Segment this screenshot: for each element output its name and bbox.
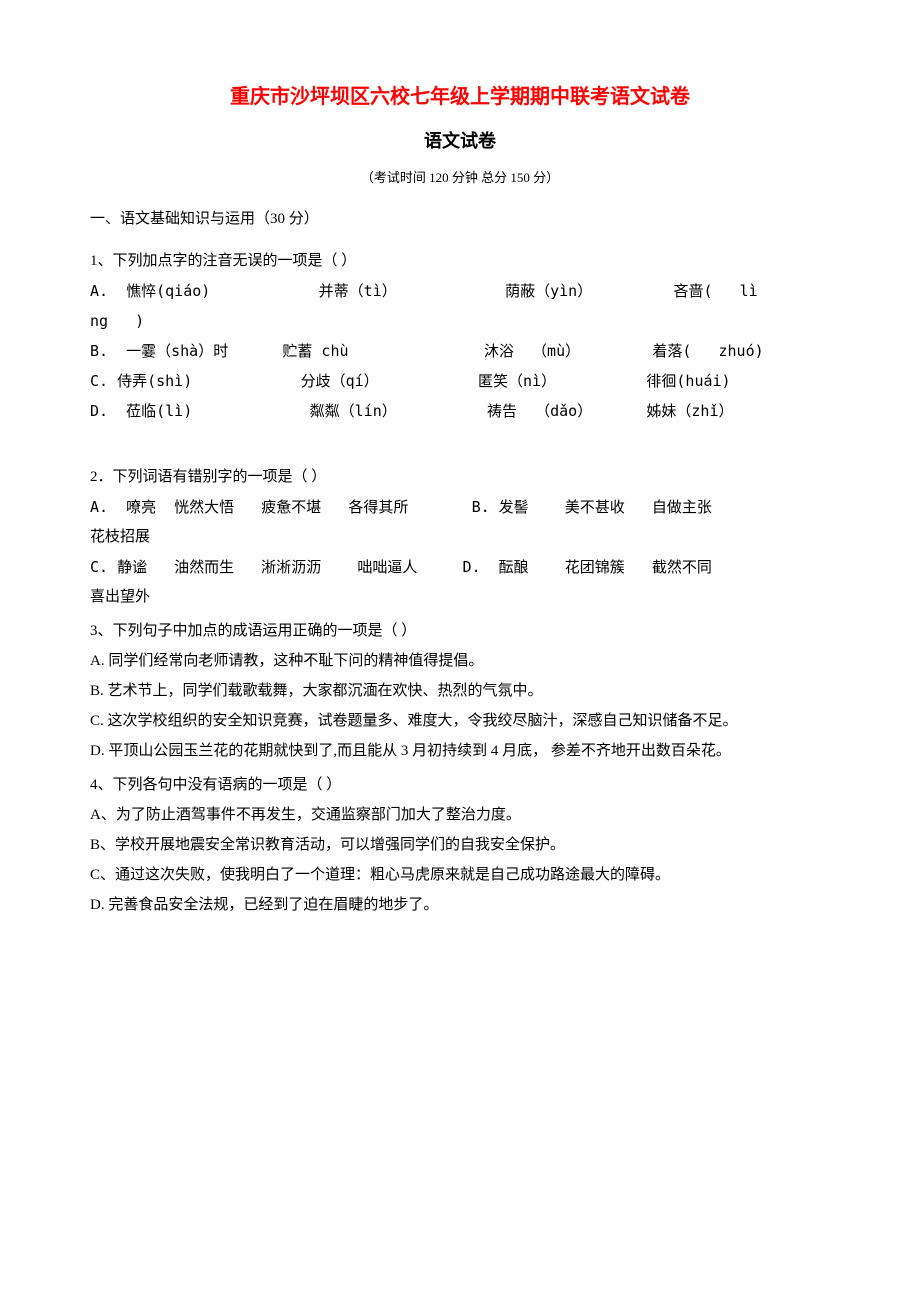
question-option: C. 侍弄(shì) 分歧（qí） 匿笑（nì） 徘徊(huái) [90, 366, 830, 396]
question-stem: 1、下列加点字的注音无误的一项是（ ） [90, 246, 830, 276]
question-stem: 4、下列各句中没有语病的一项是（ ） [90, 770, 830, 800]
question-option: B. 一霎（shà）时 贮蓄 chù 沐浴 （mù） 着落( zhuó) [90, 336, 830, 366]
question-option: B. 艺术节上，同学们载歌载舞，大家都沉湎在欢快、热烈的气氛中。 [90, 676, 830, 706]
question-option: 喜出望外 [90, 582, 830, 612]
question-option: A. 嘹亮 恍然大悟 疲惫不堪 各得其所 B. 发髻 美不甚收 自做主张 [90, 492, 830, 522]
question-option: D. 莅临(lì) 粼粼（lín） 祷告 （dǎo） 姊妹（zhǐ） [90, 396, 830, 426]
question-stem: 2．下列词语有错别字的一项是（ ） [90, 462, 830, 492]
question-option: B、学校开展地震安全常识教育活动，可以增强同学们的自我安全保护。 [90, 830, 830, 860]
question-option: ng ) [90, 306, 830, 336]
question-1: 1、下列加点字的注音无误的一项是（ ） A. 憔悴(qiáo) 并蒂（tì） 荫… [90, 246, 830, 426]
spacer [90, 444, 830, 462]
section-header: 一、语文基础知识与运用（30 分） [90, 204, 830, 234]
question-option: A. 憔悴(qiáo) 并蒂（tì） 荫蔽（yìn） 吝啬( lì [90, 276, 830, 306]
exam-title-sub: 语文试卷 [90, 127, 830, 153]
question-option: C. 静谧 油然而生 淅淅沥沥 咄咄逼人 D. 酝酿 花团锦簇 截然不同 [90, 552, 830, 582]
question-option: 花枝招展 [90, 522, 830, 552]
question-option: D. 完善食品安全法规，已经到了迫在眉睫的地步了。 [90, 890, 830, 920]
question-option: C. 这次学校组织的安全知识竞赛，试卷题量多、难度大，令我绞尽脑汁，深感自己知识… [90, 706, 830, 736]
question-3: 3、下列句子中加点的成语运用正确的一项是（ ） A. 同学们经常向老师请教，这种… [90, 616, 830, 766]
question-option: A. 同学们经常向老师请教，这种不耻下问的精神值得提倡。 [90, 646, 830, 676]
question-option: A、为了防止酒驾事件不再发生，交通监察部门加大了整治力度。 [90, 800, 830, 830]
question-4: 4、下列各句中没有语病的一项是（ ） A、为了防止酒驾事件不再发生，交通监察部门… [90, 770, 830, 920]
question-option: C、通过这次失败，使我明白了一个道理：粗心马虎原来就是自己成功路途最大的障碍。 [90, 860, 830, 890]
question-2: 2．下列词语有错别字的一项是（ ） A. 嘹亮 恍然大悟 疲惫不堪 各得其所 B… [90, 462, 830, 612]
question-stem: 3、下列句子中加点的成语运用正确的一项是（ ） [90, 616, 830, 646]
exam-info: （考试时间 120 分钟 总分 150 分） [90, 167, 830, 186]
exam-title-main: 重庆市沙坪坝区六校七年级上学期期中联考语文试卷 [90, 80, 830, 109]
question-option: D. 平顶山公园玉兰花的花期就快到了,而且能从 3 月初持续到 4 月底， 参差… [90, 736, 830, 766]
